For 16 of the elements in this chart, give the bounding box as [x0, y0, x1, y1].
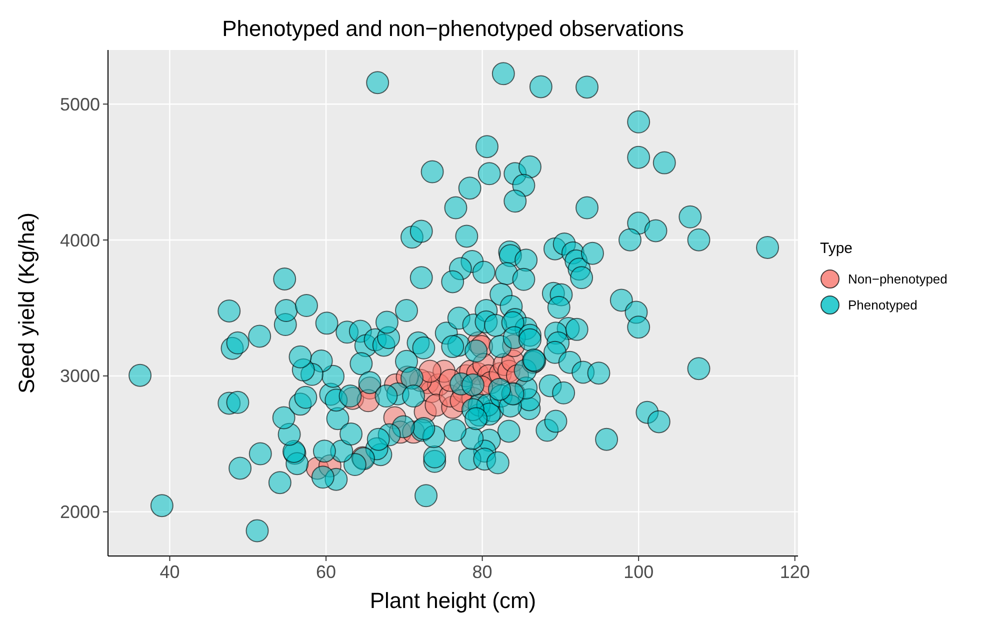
y-tick-label: 2000 [60, 502, 100, 522]
y-tick-label: 4000 [60, 230, 100, 250]
x-tick-label: 100 [624, 562, 654, 582]
y-tick-label: 5000 [60, 94, 100, 114]
y-tick-label: 3000 [60, 366, 100, 386]
x-tick-label: 60 [316, 562, 336, 582]
x-tick-label: 40 [160, 562, 180, 582]
x-tick-label: 120 [780, 562, 810, 582]
chart-title: Phenotyped and non−phenotyped observations [222, 16, 684, 41]
point [418, 360, 442, 383]
x-axis-title: Plant height (cm) [370, 588, 536, 613]
legend-title: Type [820, 240, 853, 257]
legend-label: Phenotyped [848, 298, 918, 313]
x-tick-label: 80 [472, 562, 492, 582]
y-axis-title: Seed yield (Kg/ha) [14, 212, 39, 394]
legend-label: Non−phenotyped [848, 272, 948, 287]
